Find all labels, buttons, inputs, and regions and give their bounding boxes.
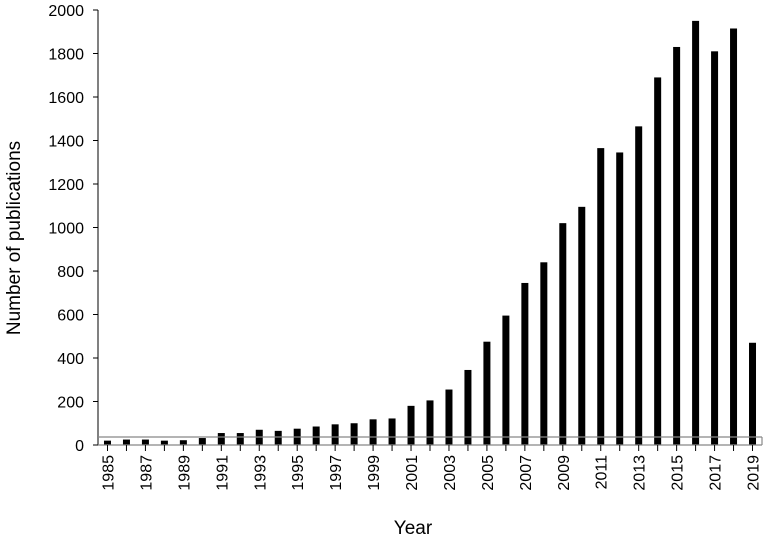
y-tick-label-1200: 1200 xyxy=(48,177,84,194)
y-tick-label-1400: 1400 xyxy=(48,134,84,151)
y-tick-label-1600: 1600 xyxy=(48,90,84,107)
bar-1999 xyxy=(369,419,377,445)
bar-1985 xyxy=(103,440,111,445)
x-tick-label-2013: 2013 xyxy=(632,455,649,491)
x-tick-label-2005: 2005 xyxy=(480,455,497,491)
bar-2002 xyxy=(426,400,434,445)
x-tick-label-1997: 1997 xyxy=(328,455,345,491)
bar-2013 xyxy=(635,126,643,446)
bar-1990 xyxy=(198,438,206,445)
bar-1992 xyxy=(236,433,244,445)
bar-1994 xyxy=(274,430,282,445)
bar-2015 xyxy=(673,46,681,445)
y-tick-label-200: 200 xyxy=(57,395,84,412)
bar-1991 xyxy=(217,433,225,445)
bar-2005 xyxy=(483,341,491,445)
bar-2018 xyxy=(730,28,738,446)
bar-1996 xyxy=(312,426,320,445)
x-tick-label-2003: 2003 xyxy=(442,455,459,491)
plot-area xyxy=(103,20,757,446)
y-tick-label-1000: 1000 xyxy=(48,221,84,238)
x-axis: 1985 1987 1989 1991 1993 1995 1997 1999 2001 2003… xyxy=(98,436,763,491)
y-tick-label-0: 0 xyxy=(75,438,84,455)
x-axis-title: Year xyxy=(394,518,433,539)
y-tick-label-600: 600 xyxy=(57,308,84,325)
bar-2014 xyxy=(654,77,662,446)
y-axis-title: Number of publications xyxy=(4,141,25,335)
bar-2019 xyxy=(749,342,757,445)
bar-2010 xyxy=(578,206,586,445)
bar-2012 xyxy=(616,152,624,445)
bar-2011 xyxy=(597,148,605,446)
bar-2004 xyxy=(464,369,472,445)
x-tick-label-2009: 2009 xyxy=(556,455,573,491)
bar-2003 xyxy=(445,389,453,445)
bar-2000 xyxy=(388,418,396,445)
x-tick-label-2017: 2017 xyxy=(708,455,725,491)
x-tick-label-1991: 1991 xyxy=(214,455,231,491)
bar-1998 xyxy=(350,423,358,445)
bar-2007 xyxy=(521,282,529,445)
x-tick-label-2011: 2011 xyxy=(594,455,611,490)
x-tick-label-2007: 2007 xyxy=(518,455,535,491)
bar-2016 xyxy=(692,20,700,446)
y-axis: 0 200 400 600 800 1000 1200 1400 1600 1800 2000 xyxy=(48,3,99,455)
bar-2001 xyxy=(407,405,415,445)
bar-2008 xyxy=(540,262,548,445)
x-tick-label-2019: 2019 xyxy=(746,455,763,491)
x-tick-label-1999: 1999 xyxy=(366,455,383,491)
bar-1997 xyxy=(331,424,339,445)
bar-1989 xyxy=(179,440,187,445)
x-tick-label-1985: 1985 xyxy=(100,455,117,491)
x-tick-label-1987: 1987 xyxy=(138,455,155,491)
y-tick-label-2000: 2000 xyxy=(48,3,84,20)
y-tick-label-800: 800 xyxy=(57,264,84,281)
x-tick-label-1989: 1989 xyxy=(176,455,193,491)
x-tick-label-2001: 2001 xyxy=(404,455,421,491)
bar-2006 xyxy=(502,315,510,445)
x-tick-label-1995: 1995 xyxy=(290,455,307,491)
y-tick-label-400: 400 xyxy=(57,351,84,368)
bar-1986 xyxy=(122,439,130,445)
y-tick-label-1800: 1800 xyxy=(48,47,84,64)
bar-2017 xyxy=(711,51,719,445)
bar-1987 xyxy=(141,439,149,445)
x-tick-label-2015: 2015 xyxy=(670,455,687,491)
bar-1988 xyxy=(160,440,168,445)
x-tick-label-1993: 1993 xyxy=(252,455,269,491)
bar-2009 xyxy=(559,223,567,445)
